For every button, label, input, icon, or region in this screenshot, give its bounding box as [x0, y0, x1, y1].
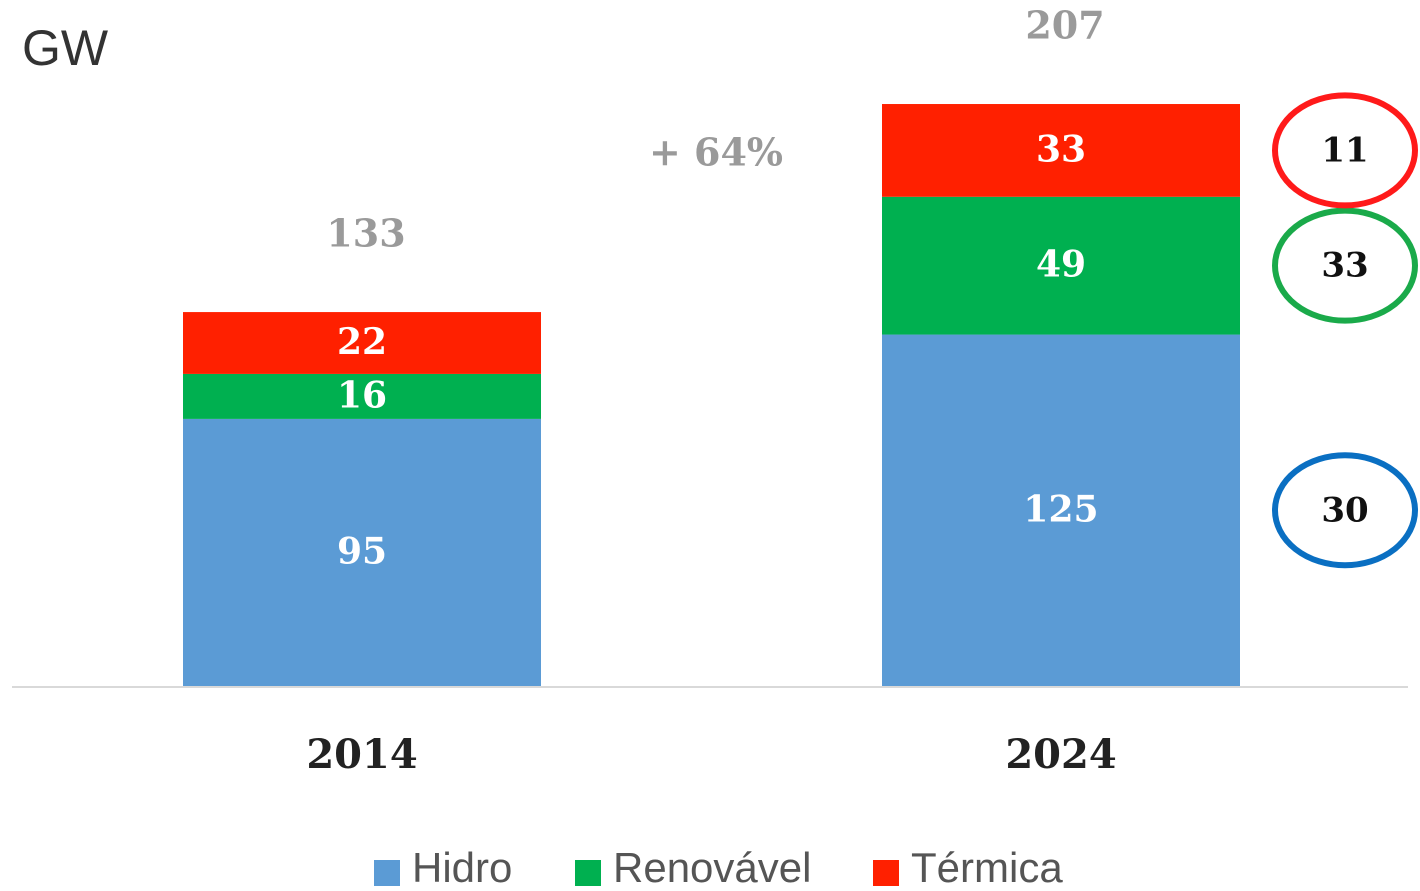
total-label: 133 — [326, 211, 405, 256]
value-label: 16 — [337, 374, 387, 416]
increase-circle — [1272, 92, 1418, 209]
value-label: 49 — [1036, 244, 1086, 286]
legend-label: Térmica — [911, 844, 1063, 891]
total-label: 207 — [1025, 3, 1104, 48]
increase-label: 11 — [1321, 130, 1368, 170]
bar-segment — [882, 104, 1240, 197]
bar-segment — [183, 418, 541, 686]
legend-swatch — [575, 860, 601, 886]
x-tick-label: 2024 — [1005, 731, 1116, 778]
legend-swatch — [374, 860, 400, 886]
bar-segment — [183, 312, 541, 374]
x-tick-label: 2014 — [306, 731, 417, 778]
bar-segment — [882, 196, 1240, 335]
increase-label: 30 — [1321, 490, 1368, 530]
legend-label: Renovável — [613, 844, 811, 891]
bar-segment — [183, 373, 541, 419]
value-label: 22 — [337, 321, 387, 363]
annotation: + 64% — [649, 130, 783, 175]
value-label: 125 — [1023, 488, 1098, 530]
value-label: 33 — [1036, 128, 1086, 170]
legend-swatch — [873, 860, 899, 886]
value-label: 95 — [337, 530, 387, 572]
chart-title: GW — [22, 20, 109, 76]
increase-circle — [1272, 452, 1418, 569]
legend-label: Hidro — [412, 844, 512, 891]
bar-segment — [882, 334, 1240, 686]
increase-label: 33 — [1321, 246, 1368, 286]
increase-circle — [1272, 207, 1418, 324]
